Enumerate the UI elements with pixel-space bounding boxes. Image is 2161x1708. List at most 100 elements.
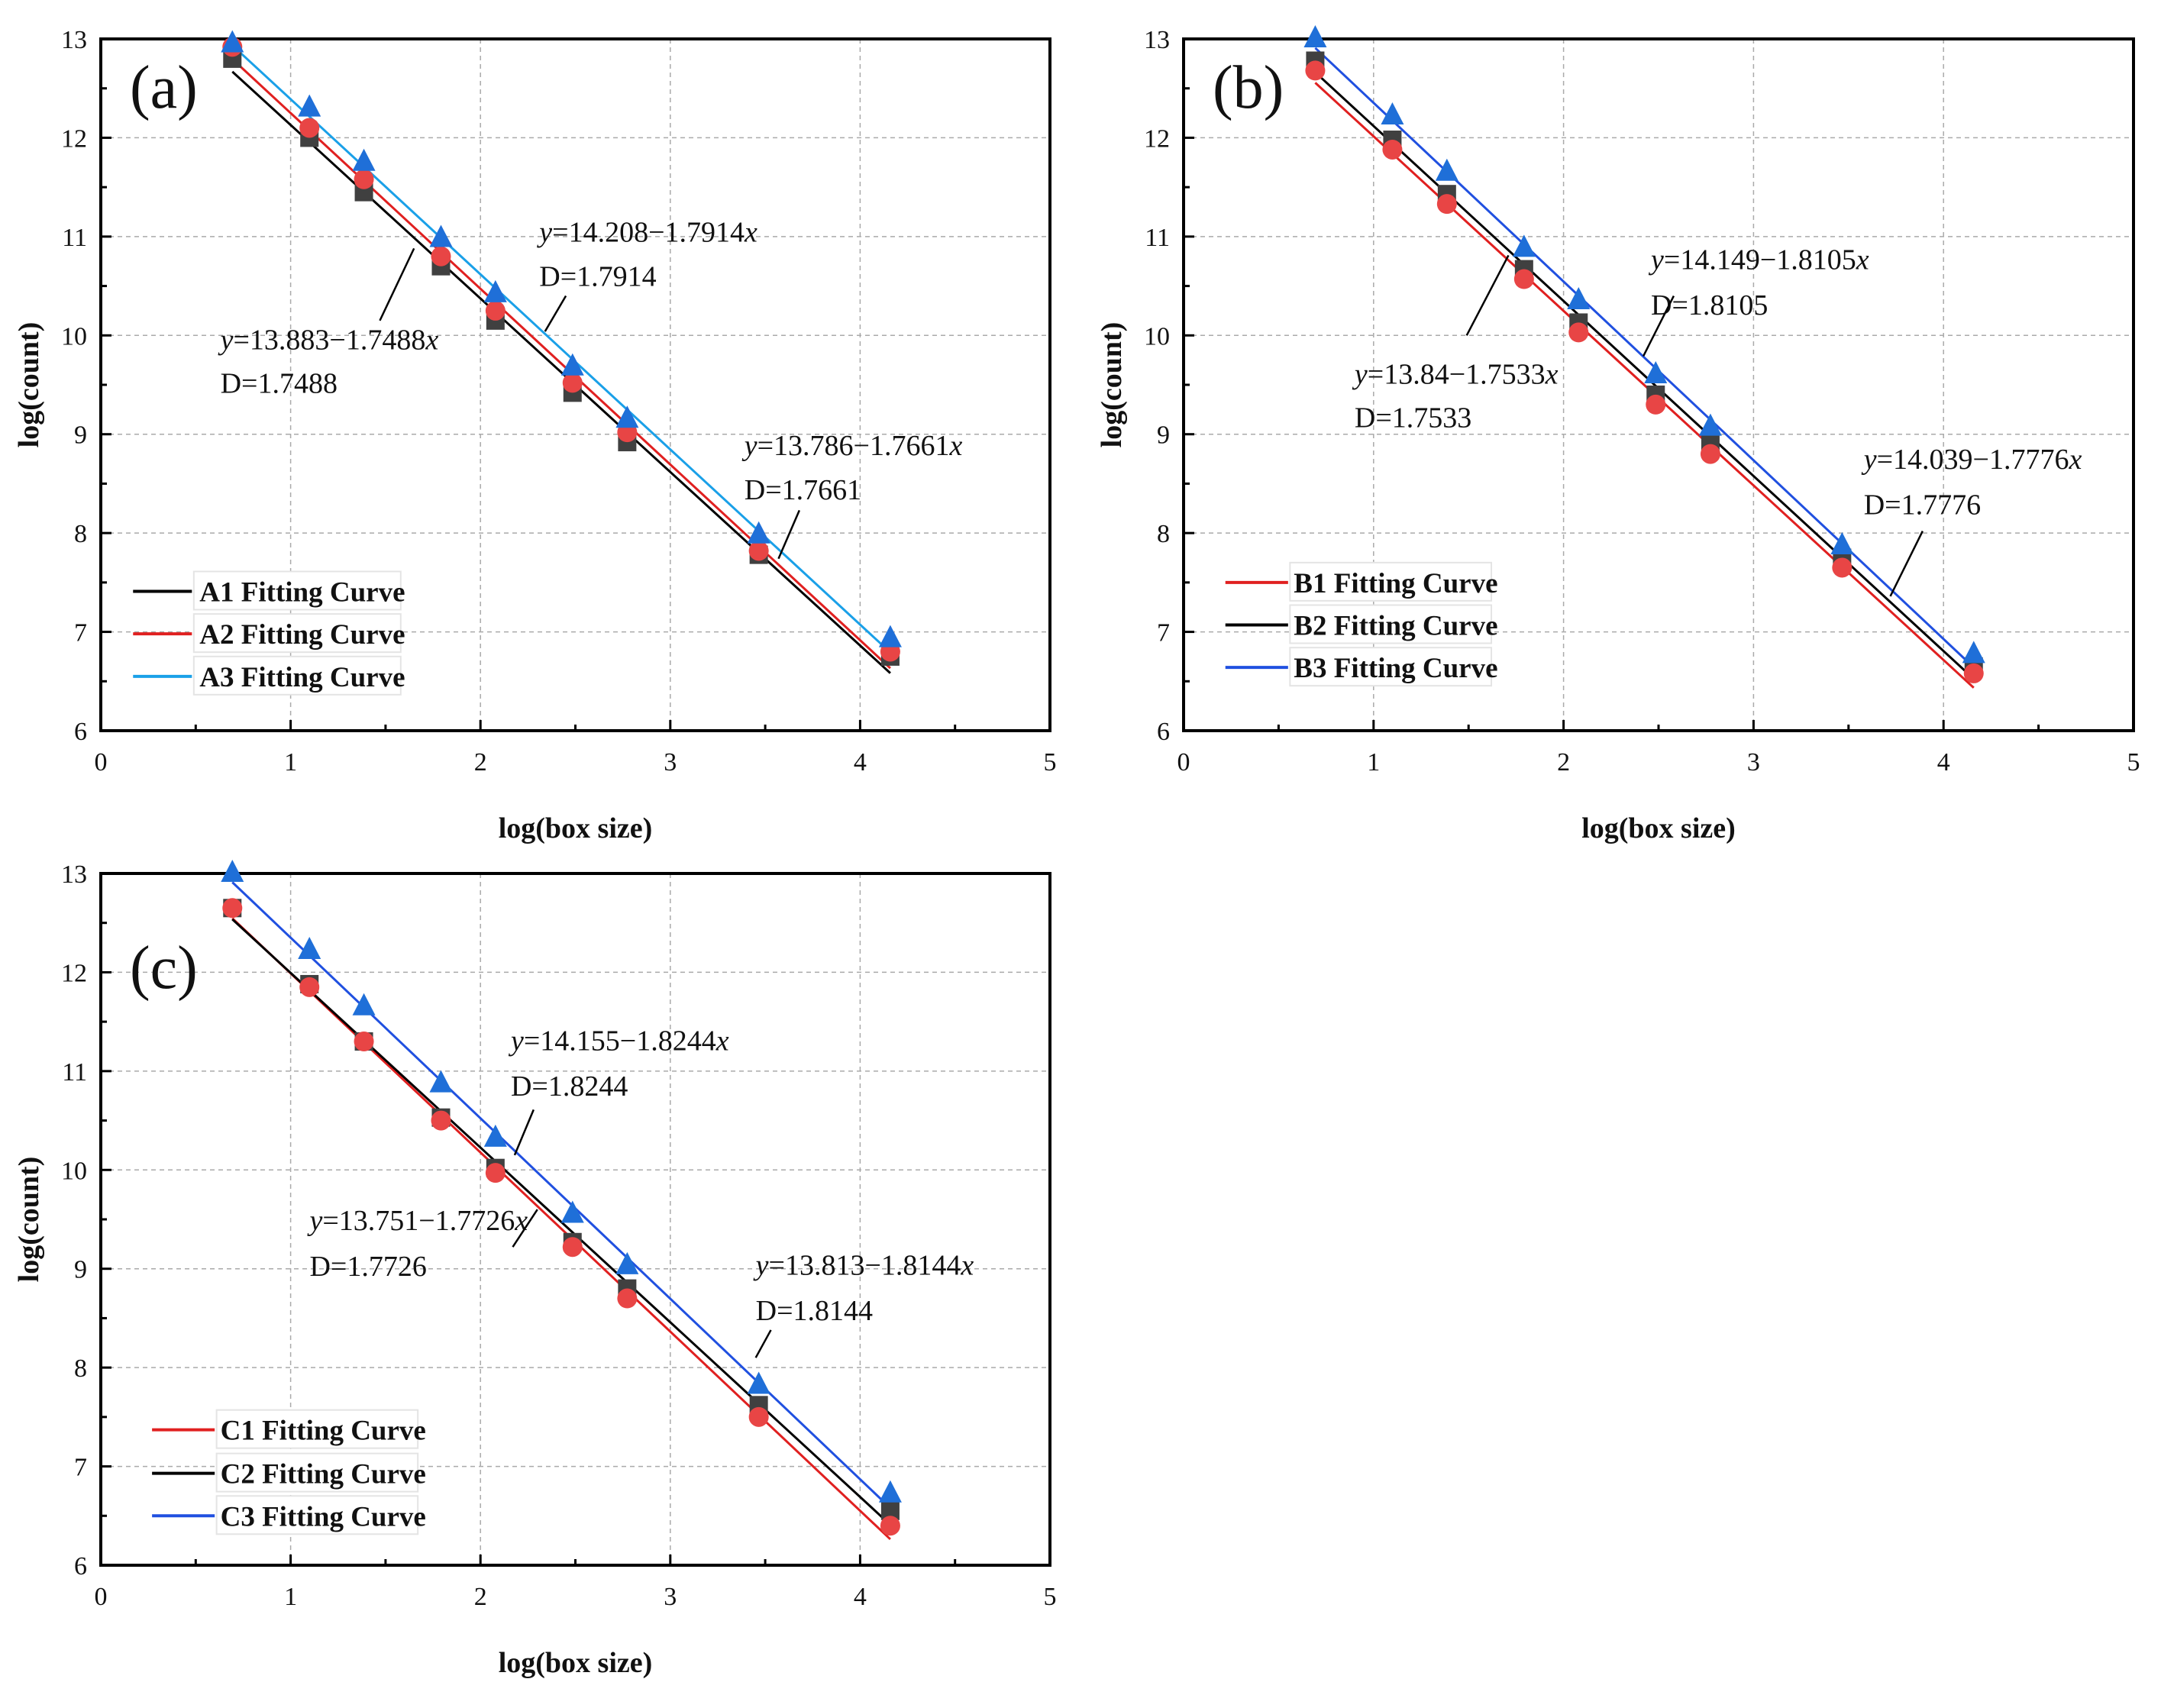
circle-marker [431, 246, 451, 266]
x-tick-label: 3 [1747, 748, 1760, 777]
triangle-marker [298, 936, 321, 959]
equation-y: y [306, 1205, 322, 1237]
fit-equation: y=14.039−1.7776x [1861, 444, 2082, 476]
y-axis-title: log(count) [13, 1157, 45, 1283]
plot-frame [1182, 37, 2135, 732]
fit-line-2 [231, 918, 891, 1526]
fit-equation: y=13.813−1.8144x [753, 1249, 974, 1281]
circle-marker [562, 373, 583, 393]
equation-y: y [218, 324, 234, 356]
y-tick-label: 10 [1144, 322, 1170, 350]
legend-label: C2 Fitting Curve [221, 1459, 426, 1490]
triangle-marker [1830, 531, 1854, 554]
y-tick-label: 8 [74, 1354, 87, 1383]
y-tick-label: 13 [61, 860, 87, 889]
leader-line [512, 1209, 538, 1248]
equation-x: x [514, 1205, 528, 1237]
plot-frame [99, 37, 1051, 732]
fit-equation: y=13.751−1.7726x [306, 1205, 528, 1237]
equation-body: =13.84−1.7533 [1368, 359, 1546, 391]
legend-label: A2 Fitting Curve [199, 619, 405, 651]
equation-x: x [425, 324, 438, 356]
equation-body: =13.751−1.7726 [322, 1205, 515, 1237]
triangle-marker [1303, 25, 1327, 47]
y-tick-label: 12 [1144, 124, 1170, 153]
triangle-marker [483, 279, 507, 302]
x-tick-label: 2 [474, 748, 487, 777]
legend-entry-box [1289, 561, 1493, 602]
x-tick-label: 3 [664, 748, 677, 777]
equation-x: x [960, 1249, 974, 1281]
y-axis-title: log(count) [1096, 322, 1128, 448]
triangle-marker [615, 405, 639, 428]
fit-line-1 [231, 917, 891, 1541]
circle-marker [299, 118, 320, 138]
equation-x: x [715, 1025, 729, 1057]
legend-entry-box [1289, 647, 1493, 687]
circle-marker [1700, 444, 1720, 464]
fit-line-3 [231, 881, 891, 1509]
x-tick-label: 5 [2127, 748, 2140, 777]
legend-entry-box [1289, 604, 1493, 644]
fractal-dimension-label: D=1.8144 [756, 1295, 873, 1327]
triangle-marker [221, 30, 244, 53]
leader-line [379, 247, 415, 321]
fractal-dimension-label: D=1.7776 [1864, 489, 1981, 521]
fractal-dimension-label: D=1.7914 [539, 261, 656, 293]
fit-line-3 [231, 44, 891, 654]
x-tick-label: 4 [854, 1583, 867, 1611]
circle-marker [1513, 269, 1534, 289]
fractal-dimension-label: D=1.7533 [1355, 402, 1471, 434]
fit-line-3 [1314, 47, 1975, 669]
x-tick-label: 1 [284, 748, 297, 777]
y-tick-label: 7 [1157, 619, 1170, 647]
y-tick-label: 12 [61, 124, 87, 153]
legend-label: B3 Fitting Curve [1294, 653, 1497, 684]
y-tick-label: 11 [62, 1058, 87, 1086]
triangle-marker [221, 860, 244, 882]
triangle-marker [878, 625, 902, 647]
panel-label: (c) [130, 935, 198, 1002]
fit-line-1 [231, 70, 891, 674]
y-tick-label: 7 [74, 619, 87, 647]
triangle-marker [1698, 413, 1722, 436]
equation-x: x [949, 430, 963, 462]
x-tick-label: 3 [664, 1583, 677, 1611]
leader-line [544, 295, 567, 332]
x-axis-title: log(box size) [499, 812, 653, 844]
equation-y: y [741, 430, 757, 462]
x-tick-label: 5 [1044, 748, 1057, 777]
leader-line [777, 509, 800, 560]
y-tick-label: 9 [74, 421, 87, 450]
triangle-marker [1435, 158, 1458, 181]
leader-line [513, 1109, 535, 1156]
equation-body: =14.039−1.7776 [1877, 444, 2069, 476]
circle-marker [222, 898, 243, 919]
legend-label: C3 Fitting Curve [221, 1501, 426, 1532]
y-tick-label: 9 [74, 1256, 87, 1284]
x-axis-title: log(box size) [499, 1647, 653, 1679]
circle-marker [1568, 322, 1589, 343]
fit-equation: y=13.883−1.7488x [218, 324, 439, 356]
equation-y: y [536, 216, 552, 248]
equation-y: y [1861, 444, 1877, 476]
triangle-marker [429, 1070, 453, 1093]
y-tick-label: 11 [1145, 224, 1170, 252]
y-tick-label: 10 [61, 1157, 87, 1185]
circle-marker [880, 1516, 900, 1536]
y-tick-label: 13 [61, 26, 87, 54]
circle-marker [354, 169, 374, 189]
y-tick-label: 8 [74, 520, 87, 548]
fit-equation: y=14.208−1.7914x [536, 216, 757, 248]
circle-marker [617, 1288, 638, 1309]
fractal-dimension-label: D=1.7661 [745, 474, 861, 506]
circle-marker [485, 1163, 506, 1183]
triangle-marker [560, 1200, 584, 1223]
fractal-dimension-label: D=1.8105 [1651, 289, 1768, 321]
triangle-marker [747, 521, 770, 544]
triangle-marker [1962, 641, 1985, 664]
equation-y: y [1352, 359, 1368, 391]
equation-body: =14.149−1.8105 [1664, 244, 1856, 276]
